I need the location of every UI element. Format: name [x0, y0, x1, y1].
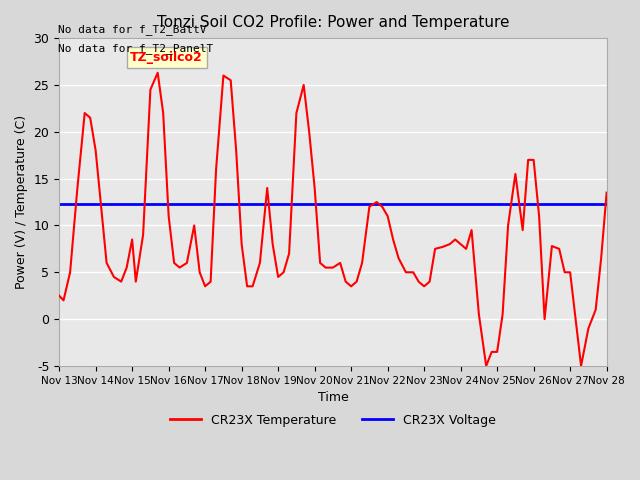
- X-axis label: Time: Time: [317, 391, 348, 404]
- Y-axis label: Power (V) / Temperature (C): Power (V) / Temperature (C): [15, 115, 28, 289]
- Legend: CR23X Temperature, CR23X Voltage: CR23X Temperature, CR23X Voltage: [165, 409, 500, 432]
- Text: No data for f_T2_BattV: No data for f_T2_BattV: [58, 24, 206, 35]
- Text: TZ_soilco2: TZ_soilco2: [131, 51, 203, 64]
- Text: No data for f_T2_PanelT: No data for f_T2_PanelT: [58, 43, 213, 54]
- Title: Tonzi Soil CO2 Profile: Power and Temperature: Tonzi Soil CO2 Profile: Power and Temper…: [157, 15, 509, 30]
